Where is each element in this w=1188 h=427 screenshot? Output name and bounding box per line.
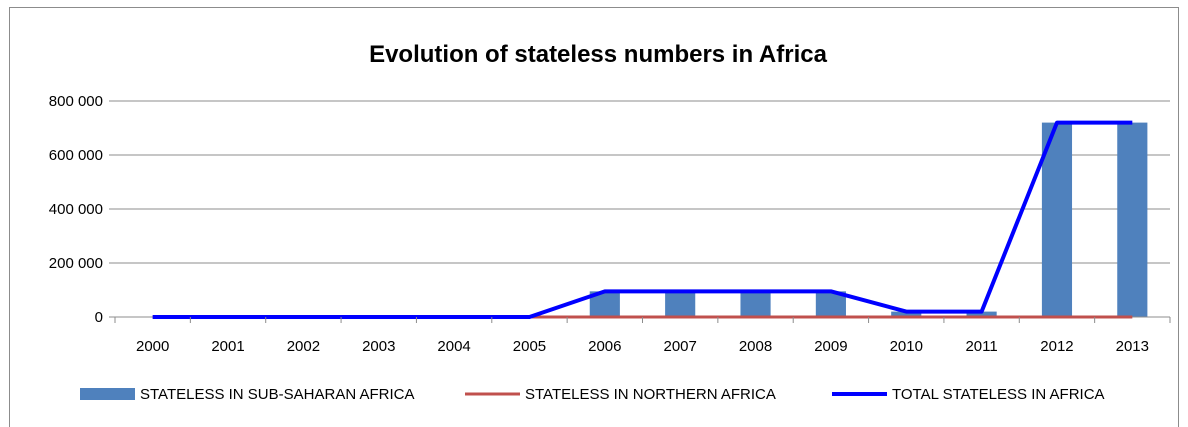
series-line (152, 120, 1133, 319)
x-tick-label: 2000 (136, 338, 169, 355)
legend-label: STATELESS IN NORTHERN AFRICA (525, 386, 776, 403)
bar (1117, 122, 1148, 317)
bar-series (589, 122, 1148, 317)
legend-label: TOTAL STATELESS IN AFRICA (892, 386, 1105, 403)
y-tick-label: 600 000 (49, 147, 103, 164)
x-tick-label: 2012 (1040, 338, 1073, 355)
x-tick-label: 2013 (1116, 338, 1149, 355)
chart-title: Evolution of stateless numbers in Africa (369, 41, 828, 68)
x-axis-ticks: 2000 2001 2002 2003 2004 2005 2006 2007 2008 2009… (114, 317, 1171, 355)
legend-label: STATELESS IN SUB-SAHARAN AFRICA (140, 386, 415, 403)
line-series (152, 120, 1133, 319)
x-tick-label: 2009 (814, 338, 847, 355)
y-tick-label: 800 000 (49, 93, 103, 110)
bar (740, 291, 771, 317)
y-tick-label: 400 000 (49, 201, 103, 218)
chart-frame (9, 7, 1179, 427)
x-tick-label: 2004 (437, 338, 470, 355)
y-tick-label: 0 (95, 309, 103, 326)
legend-swatch (80, 388, 135, 400)
bar (966, 311, 997, 317)
x-tick-label: 2003 (362, 338, 395, 355)
x-tick-label: 2002 (287, 338, 320, 355)
x-tick-label: 2010 (890, 338, 923, 355)
bar (1041, 122, 1073, 317)
grid-lines (115, 100, 1170, 264)
bar (891, 311, 922, 317)
x-tick-label: 2005 (513, 338, 546, 355)
legend: STATELESS IN SUB-SAHARAN AFRICA STATELESS… (80, 386, 1105, 403)
x-tick-label: 2006 (588, 338, 621, 355)
y-tick-label: 200 000 (49, 255, 103, 272)
x-tick-label: 2008 (739, 338, 772, 355)
x-tick-label: 2001 (211, 338, 244, 355)
bar (665, 291, 696, 317)
y-axis-ticks: 0 200 000 400 000 600 000 800 000 (49, 93, 115, 326)
x-tick-label: 2011 (965, 338, 997, 355)
x-tick-label: 2007 (663, 338, 696, 355)
